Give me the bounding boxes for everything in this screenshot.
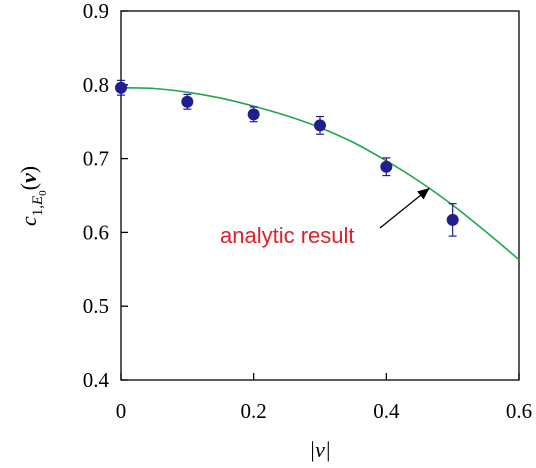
svg-text:c1,E0(v): c1,E0(v) (16, 166, 49, 226)
data-points (115, 79, 459, 237)
y-axis: 0.4 0.5 0.6 0.7 0.8 0.9 (83, 0, 128, 392)
x-tick-label: 0.2 (241, 399, 267, 423)
y-axis-label: c1,E0(v) (16, 166, 49, 226)
data-point (247, 106, 260, 123)
x-axis-label: |v| (309, 437, 331, 462)
plot-frame (120, 10, 520, 381)
y-tick-label: 0.7 (83, 147, 109, 171)
data-point (314, 115, 326, 135)
marker (380, 160, 393, 173)
data-point (181, 93, 194, 110)
data-point (380, 157, 393, 177)
marker (181, 95, 194, 108)
y-tick-label: 0.9 (83, 0, 109, 23)
data-point (115, 79, 127, 96)
marker (446, 213, 459, 226)
y-tick-label: 0.8 (83, 73, 109, 97)
x-tick-label: 0.4 (373, 399, 400, 423)
x-axis: 0 0.2 0.4 0.6 (116, 373, 532, 423)
x-tick-label: 0 (116, 399, 127, 423)
marker (115, 81, 127, 94)
x-tick-label: 0.6 (506, 399, 532, 423)
marker (314, 119, 326, 132)
annotation-arrow (379, 187, 430, 229)
data-point (446, 203, 459, 237)
y-tick-label: 0.4 (83, 368, 110, 392)
y-tick-label: 0.6 (83, 220, 109, 244)
marker (247, 108, 260, 121)
analytic-result-label: analytic result (220, 223, 355, 248)
y-tick-label: 0.5 (83, 294, 109, 318)
